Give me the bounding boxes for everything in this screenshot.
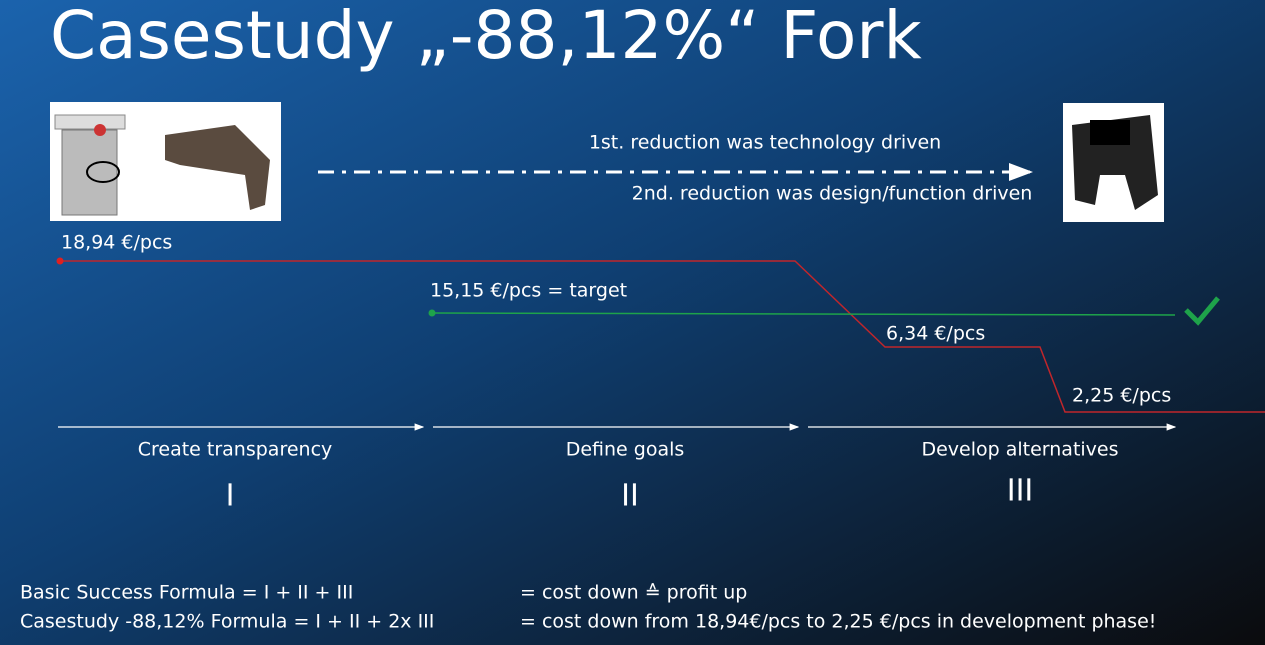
fork-image-after: [1063, 103, 1164, 222]
check-mark: [1184, 296, 1220, 326]
slide-title: Casestudy „-88,12%“ Fork: [50, 0, 923, 74]
reduction-note: 1st. reduction was technology driven: [589, 132, 941, 154]
price-label: 18,94 €/pcs: [61, 232, 172, 254]
formula: Casestudy -88,12% Formula = I + II + 2x …: [20, 611, 434, 633]
formula: Basic Success Formula = I + II + III: [20, 582, 353, 604]
cost-line: [60, 260, 1265, 413]
price-label: 15,15 €/pcs = target: [430, 280, 627, 302]
start-point: [56, 257, 64, 265]
target-point: [428, 309, 436, 317]
phase-label: Create transparency: [138, 439, 333, 461]
phase-numeral: III: [1007, 474, 1034, 509]
phase-numeral: II: [621, 479, 639, 514]
formula-result: = cost down from 18,94€/pcs to 2,25 €/pc…: [520, 611, 1156, 633]
formula-result: = cost down ≙ profit up: [520, 582, 747, 604]
target-line: [431, 312, 1176, 316]
price-label: 2,25 €/pcs: [1072, 385, 1171, 407]
fork-image-before: [50, 102, 281, 221]
phase-label: Develop alternatives: [921, 439, 1118, 461]
price-label: 6,34 €/pcs: [886, 323, 985, 345]
reduction-note: 2nd. reduction was design/function drive…: [632, 183, 1033, 205]
phase-label: Define goals: [566, 439, 685, 461]
phase-numeral: I: [226, 479, 235, 514]
